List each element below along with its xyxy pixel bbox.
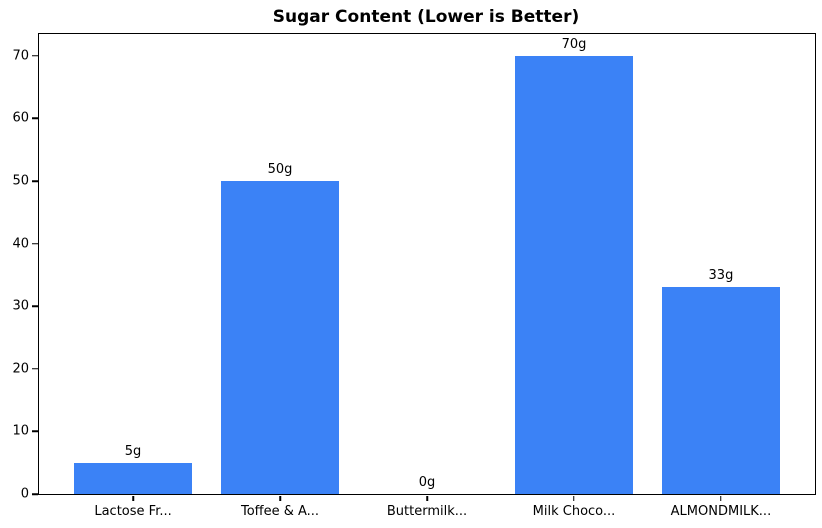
x-tick-mark <box>132 495 134 501</box>
y-tick-mark <box>32 368 38 370</box>
x-tick-mark <box>573 495 575 501</box>
y-tick-mark <box>32 493 38 495</box>
chart-title: Sugar Content (Lower is Better) <box>272 7 580 27</box>
y-tick-mark <box>32 55 38 57</box>
y-tick-label: 20 <box>12 361 29 377</box>
y-tick-mark <box>32 180 38 182</box>
y-tick-label: 60 <box>12 110 29 126</box>
x-tick-label: Milk Choco... <box>532 504 616 519</box>
y-tick-label: 40 <box>12 236 29 252</box>
bar <box>74 462 192 494</box>
bar-value-label: 0g <box>418 475 436 490</box>
bar <box>662 287 780 494</box>
bar-value-label: 33g <box>708 268 734 284</box>
x-tick-label: Lactose Fr... <box>94 504 172 519</box>
y-tick-label: 50 <box>12 173 29 189</box>
y-tick-mark <box>32 117 38 120</box>
y-tick-label: 30 <box>12 298 29 314</box>
bar-value-label: 5g <box>124 443 142 459</box>
x-tick-label: Toffee & A... <box>240 504 320 519</box>
bar <box>221 181 339 494</box>
x-tick-label: Buttermilk... <box>386 504 468 519</box>
bar-value-label: 70g <box>561 36 587 52</box>
bar-value-label: 50g <box>267 162 293 178</box>
plot-area: 0 10 20 30 40 50 60 70 5g Lactose Fr... 50g Toffee … <box>12 33 816 519</box>
y-tick-mark <box>32 242 38 245</box>
y-tick-label: 70 <box>12 48 29 64</box>
bar <box>515 55 633 494</box>
x-tick-mark <box>426 495 428 501</box>
x-tick-label: ALMONDMILK... <box>670 504 772 519</box>
y-tick-label: 0 <box>20 486 29 502</box>
x-tick-mark <box>279 495 281 501</box>
x-tick-mark <box>720 495 722 501</box>
y-tick-mark <box>32 430 38 433</box>
y-tick-label: 10 <box>12 423 29 439</box>
y-tick-mark <box>32 305 38 307</box>
